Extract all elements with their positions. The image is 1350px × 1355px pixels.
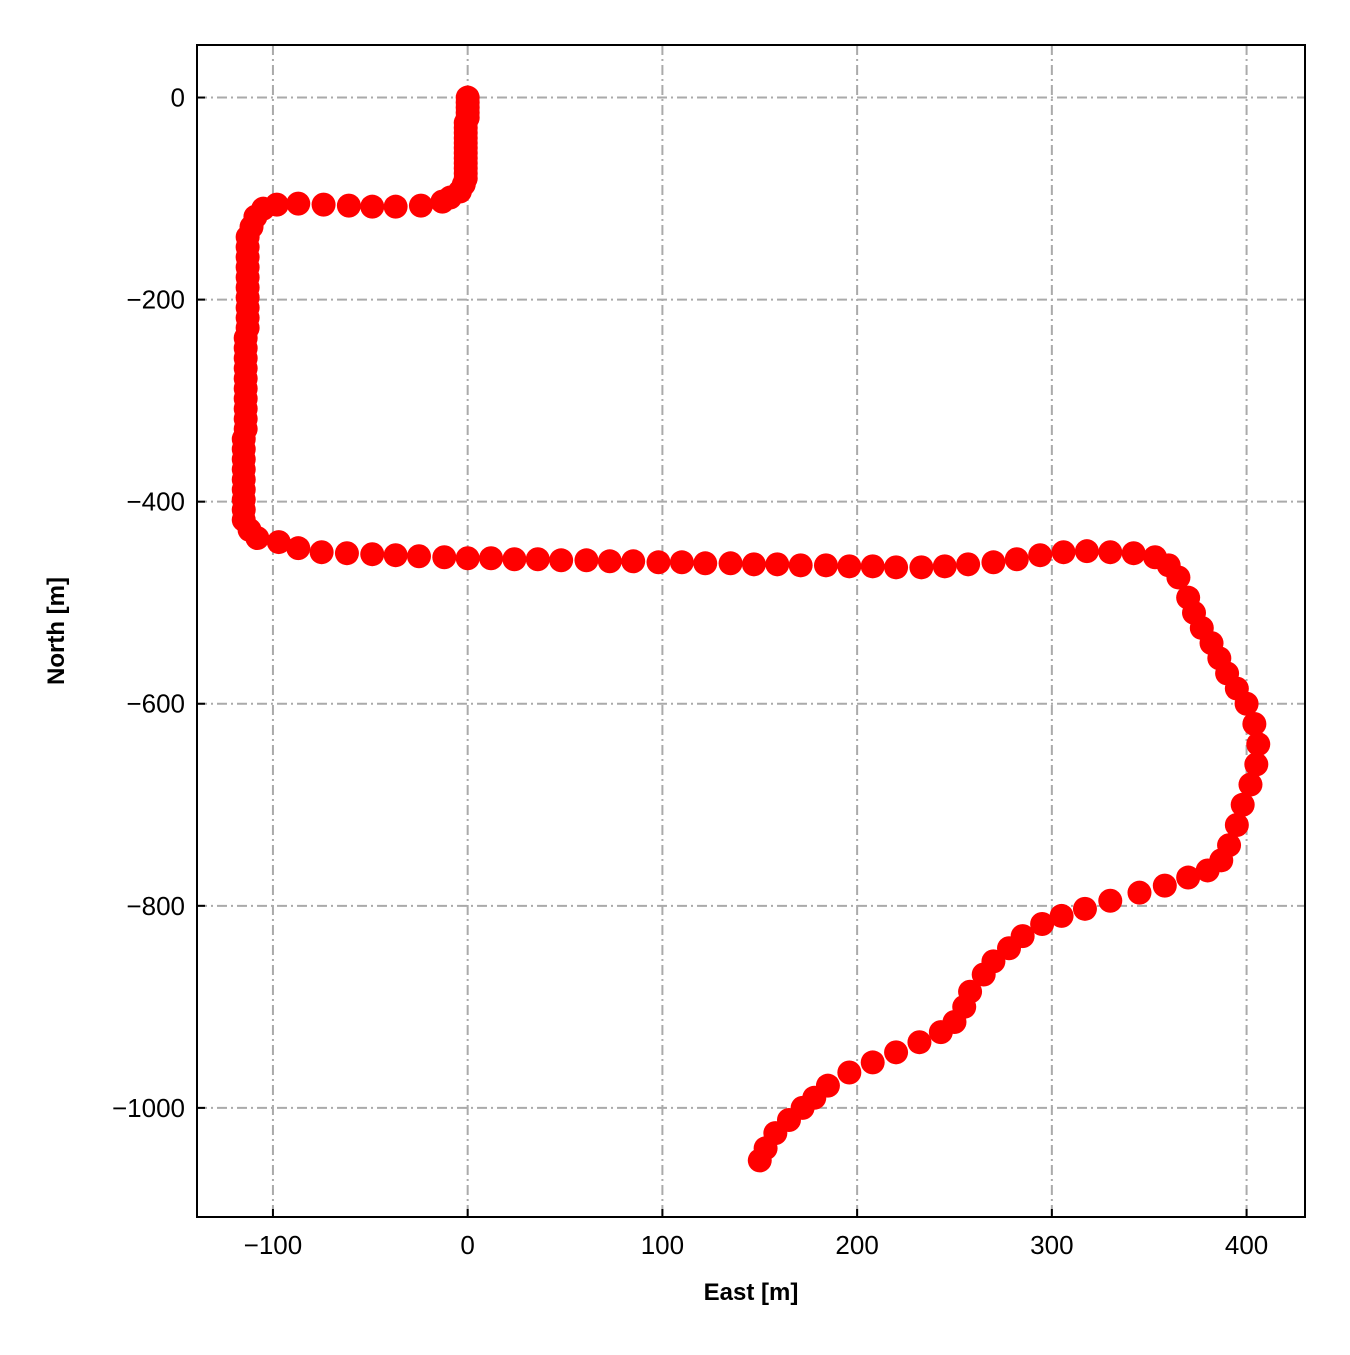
point bbox=[549, 548, 574, 573]
y-tick-label: −400 bbox=[126, 487, 185, 517]
point bbox=[430, 189, 455, 214]
point bbox=[928, 1020, 953, 1045]
point bbox=[741, 552, 766, 577]
point bbox=[956, 552, 981, 577]
y-tick-label: −1000 bbox=[112, 1093, 185, 1123]
point bbox=[266, 530, 291, 555]
point bbox=[1072, 896, 1097, 921]
y-tick-label: 0 bbox=[171, 83, 185, 113]
point bbox=[360, 194, 385, 219]
point bbox=[1049, 903, 1074, 928]
point bbox=[360, 542, 385, 567]
point bbox=[432, 545, 457, 570]
point bbox=[1152, 873, 1177, 898]
point bbox=[693, 551, 718, 576]
point bbox=[669, 550, 694, 575]
point bbox=[1028, 543, 1053, 568]
point bbox=[479, 546, 504, 571]
x-tick-label: −100 bbox=[244, 1230, 303, 1260]
point bbox=[747, 1148, 772, 1173]
point bbox=[1004, 547, 1029, 572]
y-axis-label: North [m] bbox=[43, 577, 70, 685]
point bbox=[837, 1060, 862, 1085]
x-tick-label: 200 bbox=[835, 1230, 878, 1260]
point bbox=[1238, 772, 1263, 797]
point bbox=[406, 544, 431, 569]
x-tick-label: 400 bbox=[1225, 1230, 1268, 1260]
point bbox=[1098, 888, 1123, 913]
point bbox=[813, 553, 838, 578]
point bbox=[884, 555, 909, 580]
point bbox=[1234, 691, 1259, 716]
point bbox=[1121, 541, 1146, 566]
point bbox=[971, 962, 996, 987]
point bbox=[309, 540, 334, 565]
x-tick-label: 300 bbox=[1030, 1230, 1073, 1260]
point bbox=[1127, 880, 1152, 905]
point bbox=[311, 192, 336, 217]
point bbox=[1030, 912, 1055, 936]
point bbox=[1166, 565, 1191, 590]
point bbox=[1224, 812, 1249, 837]
point bbox=[502, 547, 527, 572]
point bbox=[646, 550, 671, 575]
point bbox=[286, 536, 311, 561]
point bbox=[1230, 792, 1255, 817]
point bbox=[574, 548, 599, 573]
y-tick-label: −200 bbox=[126, 285, 185, 315]
point bbox=[909, 555, 934, 580]
point bbox=[1176, 865, 1201, 890]
x-axis-label: East [m] bbox=[704, 1279, 799, 1306]
point bbox=[336, 193, 361, 218]
point bbox=[860, 1050, 885, 1075]
x-tick-label: 100 bbox=[641, 1230, 684, 1260]
point bbox=[1074, 539, 1099, 564]
point bbox=[334, 541, 359, 566]
point bbox=[245, 526, 270, 551]
x-tick-label: 0 bbox=[460, 1230, 474, 1260]
plot-frame bbox=[196, 44, 1306, 1218]
point bbox=[932, 554, 957, 579]
y-tick-label: −600 bbox=[126, 689, 185, 719]
point bbox=[455, 546, 480, 571]
point bbox=[884, 1040, 909, 1065]
point bbox=[408, 193, 433, 218]
point bbox=[1242, 711, 1267, 736]
point bbox=[765, 552, 790, 577]
point bbox=[837, 554, 862, 579]
point bbox=[860, 554, 885, 579]
point bbox=[621, 549, 646, 574]
point bbox=[907, 1030, 932, 1055]
point bbox=[1195, 858, 1220, 883]
point bbox=[788, 553, 813, 578]
point bbox=[383, 543, 408, 568]
point bbox=[286, 191, 311, 216]
point bbox=[1244, 752, 1269, 777]
y-tick-label: −800 bbox=[126, 891, 185, 921]
point bbox=[981, 550, 1006, 575]
point bbox=[525, 547, 550, 572]
point bbox=[1246, 732, 1271, 757]
point bbox=[1051, 540, 1076, 565]
point bbox=[597, 549, 622, 574]
point bbox=[718, 551, 743, 576]
point bbox=[1098, 540, 1123, 565]
point bbox=[383, 194, 408, 219]
